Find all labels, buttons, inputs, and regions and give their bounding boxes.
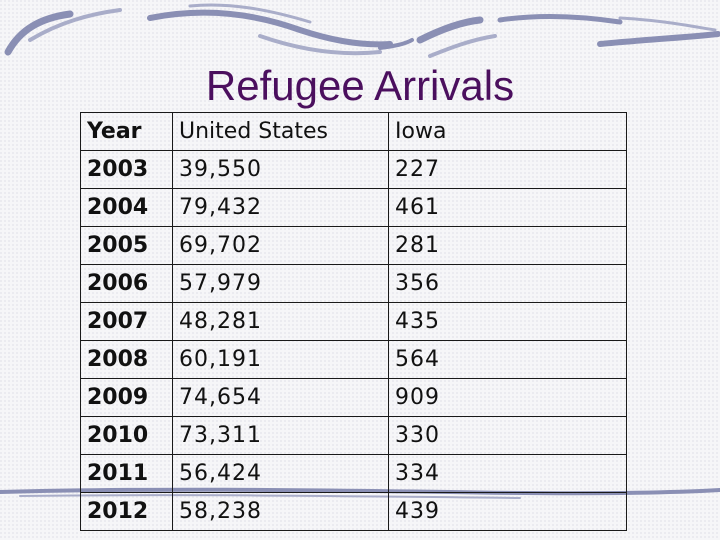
iowa-arrivals-cell: 334 <box>388 454 627 493</box>
year-cell: 2008 <box>80 340 173 379</box>
refugee-arrivals-table: Year United States Iowa 2003 39,550 227 … <box>80 112 627 531</box>
iowa-arrivals-cell: 439 <box>388 492 627 531</box>
header-iowa: Iowa <box>388 112 627 151</box>
year-cell: 2011 <box>80 454 173 493</box>
year-cell: 2006 <box>80 264 173 303</box>
table-row: 2011 56,424 334 <box>80 454 627 493</box>
us-arrivals-cell: 58,238 <box>172 492 389 531</box>
iowa-arrivals-cell: 909 <box>388 378 627 417</box>
table-row: 2003 39,550 227 <box>80 150 627 189</box>
year-cell: 2005 <box>80 226 173 265</box>
top-decorative-swirls <box>4 3 720 58</box>
year-cell: 2012 <box>80 492 173 531</box>
us-arrivals-cell: 69,702 <box>172 226 389 265</box>
iowa-arrivals-cell: 330 <box>388 416 627 455</box>
header-united-states: United States <box>172 112 389 151</box>
us-arrivals-cell: 73,311 <box>172 416 389 455</box>
us-arrivals-cell: 60,191 <box>172 340 389 379</box>
table-row: 2005 69,702 281 <box>80 226 627 265</box>
us-arrivals-cell: 56,424 <box>172 454 389 493</box>
header-year: Year <box>80 112 173 151</box>
iowa-arrivals-cell: 281 <box>388 226 627 265</box>
year-cell: 2004 <box>80 188 173 227</box>
us-arrivals-cell: 39,550 <box>172 150 389 189</box>
us-arrivals-cell: 74,654 <box>172 378 389 417</box>
year-cell: 2003 <box>80 150 173 189</box>
iowa-arrivals-cell: 435 <box>388 302 627 341</box>
table-row: 2009 74,654 909 <box>80 378 627 417</box>
table-row: 2010 73,311 330 <box>80 416 627 455</box>
table-row: 2004 79,432 461 <box>80 188 627 227</box>
year-cell: 2009 <box>80 378 173 417</box>
iowa-arrivals-cell: 356 <box>388 264 627 303</box>
iowa-arrivals-cell: 461 <box>388 188 627 227</box>
us-arrivals-cell: 79,432 <box>172 188 389 227</box>
year-cell: 2010 <box>80 416 173 455</box>
table-row: 2008 60,191 564 <box>80 340 627 379</box>
iowa-arrivals-cell: 564 <box>388 340 627 379</box>
table-row: 2012 58,238 439 <box>80 492 627 531</box>
us-arrivals-cell: 57,979 <box>172 264 389 303</box>
us-arrivals-cell: 48,281 <box>172 302 389 341</box>
page-title: Refugee Arrivals <box>205 62 515 109</box>
table-row: 2006 57,979 356 <box>80 264 627 303</box>
table-header-row: Year United States Iowa <box>80 112 627 151</box>
year-cell: 2007 <box>80 302 173 341</box>
table-row: 2007 48,281 435 <box>80 302 627 341</box>
iowa-arrivals-cell: 227 <box>388 150 627 189</box>
